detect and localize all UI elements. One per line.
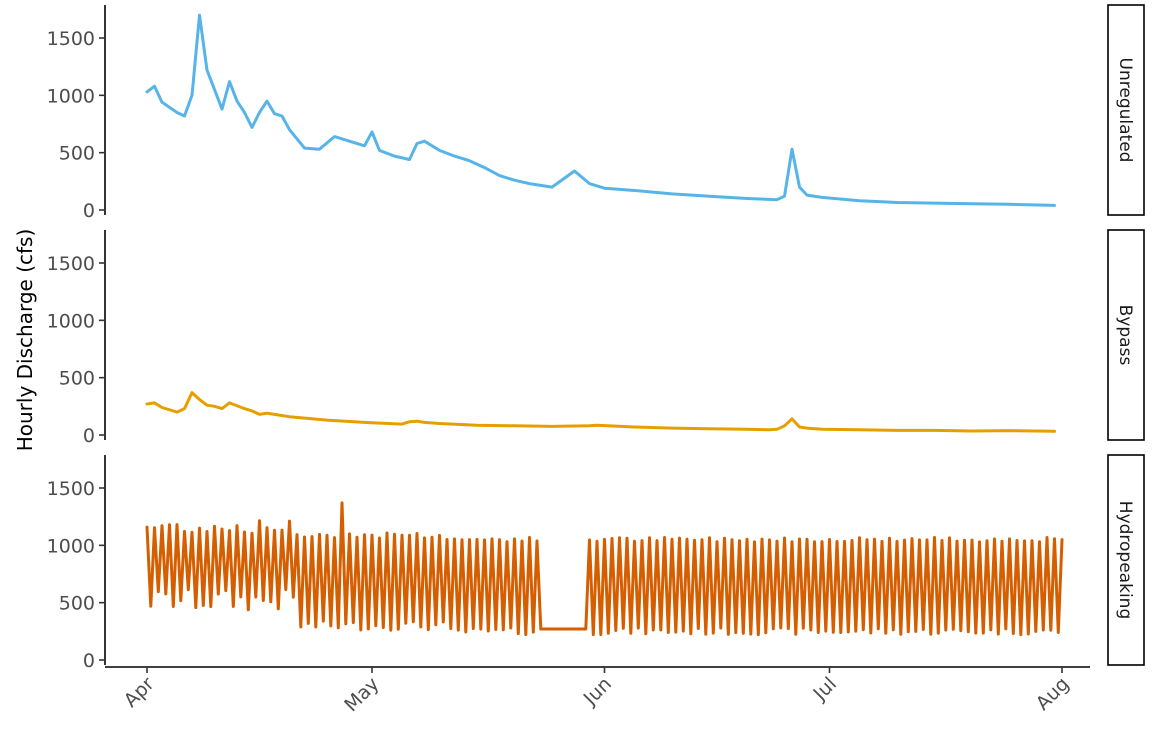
series-line-unregulated <box>145 13 1056 207</box>
panel-hydropeaking: 0 500 1000 1500 Hydropeaking <box>47 454 1145 672</box>
facet-strip-label: Hydropeaking <box>1115 501 1135 619</box>
y-tick-label: 0 <box>83 200 95 222</box>
y-axis-title: Hourly Discharge (cfs) <box>13 229 37 452</box>
x-tick-label: Jun <box>579 673 616 710</box>
panel-unregulated: 0 500 1000 1500 Unregulated <box>47 4 1145 222</box>
y-tick-label: 1000 <box>47 310 95 332</box>
x-tick-label: Aug <box>1032 673 1074 715</box>
facet-strip <box>1107 454 1145 666</box>
x-tick-label: Jul <box>809 673 841 705</box>
facet-strip <box>1107 229 1145 441</box>
y-tick-label: 1500 <box>47 253 95 275</box>
y-tick-label: 1500 <box>47 478 95 500</box>
x-axis: Apr May Jun Jul Aug <box>105 666 1090 716</box>
y-tick-label: 1500 <box>47 28 95 50</box>
y-tick-label: 500 <box>59 593 95 615</box>
y-tick-label: 0 <box>83 650 95 672</box>
y-tick-label: 500 <box>59 143 95 165</box>
panel-bypass: 0 500 1000 1500 Bypass <box>47 229 1145 447</box>
panels: 0 500 1000 1500 Unregulated 0 500 1000 1500 Bypas… <box>47 4 1145 672</box>
series-line-bypass <box>145 391 1056 433</box>
series-line-hydropeaking <box>145 501 1064 637</box>
facet-strip-label: Bypass <box>1115 305 1135 366</box>
facet-strip <box>1107 4 1145 216</box>
y-tick-label: 1000 <box>47 535 95 557</box>
facet-strip-label: Unregulated <box>1115 58 1135 163</box>
x-tick-label: May <box>340 673 383 716</box>
x-tick-label: Apr <box>120 673 159 712</box>
y-tick-label: 0 <box>83 425 95 447</box>
y-tick-label: 1000 <box>47 85 95 107</box>
y-tick-label: 500 <box>59 368 95 390</box>
